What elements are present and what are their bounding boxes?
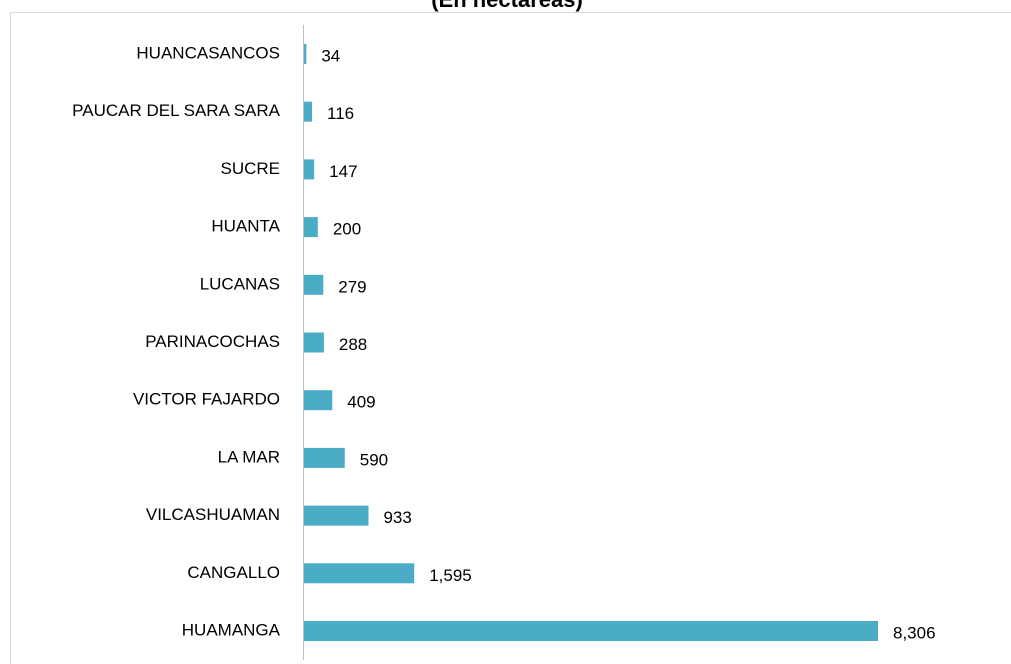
value-label: 279 bbox=[338, 277, 366, 296]
category-label: CANGALLO bbox=[187, 563, 280, 582]
category-label: HUANTA bbox=[211, 217, 280, 236]
value-label: 409 bbox=[347, 393, 375, 412]
value-label: 590 bbox=[360, 450, 388, 469]
value-label: 933 bbox=[383, 508, 411, 527]
category-label: LA MAR bbox=[218, 447, 280, 466]
value-label: 147 bbox=[329, 162, 357, 181]
bar bbox=[304, 101, 313, 122]
value-label: 8,306 bbox=[893, 623, 936, 642]
value-label: 1,595 bbox=[429, 566, 472, 585]
bar bbox=[304, 390, 333, 411]
value-label: 200 bbox=[333, 220, 361, 239]
category-label: VICTOR FAJARDO bbox=[133, 390, 280, 409]
bar bbox=[304, 159, 315, 180]
bar bbox=[304, 217, 318, 238]
category-label: HUAMANGA bbox=[182, 620, 281, 639]
category-label: HUANCASANCOS bbox=[136, 43, 280, 62]
chart-title: (En hectáreas) bbox=[431, 0, 583, 12]
value-label: 116 bbox=[327, 104, 354, 123]
category-label: SUCRE bbox=[220, 159, 280, 178]
category-label: PARINACOCHAS bbox=[145, 332, 280, 351]
category-label: PAUCAR DEL SARA SARA bbox=[72, 101, 281, 120]
category-label: VILCASHUAMAN bbox=[146, 505, 280, 524]
chart-frame bbox=[10, 12, 1011, 664]
category-label: LUCANAS bbox=[200, 274, 280, 293]
value-label: 288 bbox=[339, 335, 367, 354]
value-label: 34 bbox=[321, 46, 340, 65]
bar bbox=[304, 332, 324, 353]
bar bbox=[304, 505, 369, 526]
bar bbox=[304, 621, 878, 641]
bar bbox=[304, 563, 415, 584]
bar bbox=[304, 447, 345, 468]
bar bbox=[304, 274, 324, 295]
bar bbox=[304, 44, 307, 64]
title-backdrop bbox=[400, 0, 615, 11]
